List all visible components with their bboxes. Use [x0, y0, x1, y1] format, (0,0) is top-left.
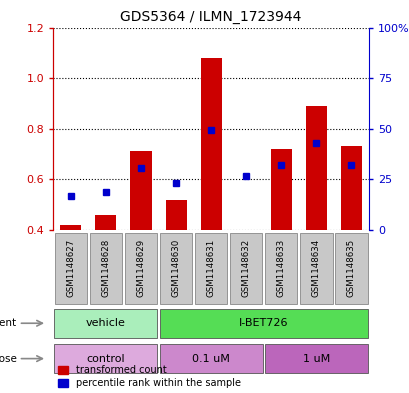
- FancyBboxPatch shape: [264, 344, 367, 373]
- Bar: [305, 106, 326, 230]
- FancyBboxPatch shape: [54, 344, 157, 373]
- Bar: [200, 58, 221, 230]
- Text: GSM1148635: GSM1148635: [346, 239, 355, 298]
- Text: GSM1148627: GSM1148627: [66, 239, 75, 298]
- FancyBboxPatch shape: [229, 233, 262, 304]
- Title: GDS5364 / ILMN_1723944: GDS5364 / ILMN_1723944: [120, 10, 301, 24]
- Bar: [270, 149, 291, 230]
- FancyBboxPatch shape: [90, 233, 122, 304]
- FancyBboxPatch shape: [159, 344, 262, 373]
- Text: dose: dose: [0, 354, 17, 364]
- Text: GSM1148629: GSM1148629: [136, 239, 145, 297]
- FancyBboxPatch shape: [125, 233, 157, 304]
- Text: control: control: [86, 354, 125, 364]
- Text: GSM1148628: GSM1148628: [101, 239, 110, 298]
- FancyBboxPatch shape: [159, 309, 367, 338]
- FancyBboxPatch shape: [160, 233, 192, 304]
- FancyBboxPatch shape: [265, 233, 297, 304]
- Bar: [165, 200, 186, 230]
- Text: vehicle: vehicle: [86, 318, 126, 328]
- Text: GSM1148630: GSM1148630: [171, 239, 180, 298]
- Text: GSM1148633: GSM1148633: [276, 239, 285, 298]
- FancyBboxPatch shape: [54, 309, 157, 338]
- Bar: [60, 225, 81, 230]
- Text: agent: agent: [0, 318, 17, 328]
- FancyBboxPatch shape: [335, 233, 367, 304]
- FancyBboxPatch shape: [299, 233, 332, 304]
- Text: GSM1148631: GSM1148631: [206, 239, 215, 298]
- Text: GSM1148632: GSM1148632: [241, 239, 250, 298]
- Text: GSM1148634: GSM1148634: [311, 239, 320, 298]
- FancyBboxPatch shape: [54, 233, 87, 304]
- FancyBboxPatch shape: [195, 233, 227, 304]
- Text: I-BET726: I-BET726: [238, 318, 288, 328]
- Bar: [340, 147, 361, 230]
- Text: 0.1 uM: 0.1 uM: [192, 354, 229, 364]
- Text: 1 uM: 1 uM: [302, 354, 329, 364]
- Legend: transformed count, percentile rank within the sample: transformed count, percentile rank withi…: [58, 365, 240, 388]
- Bar: [130, 151, 151, 230]
- Bar: [95, 215, 116, 230]
